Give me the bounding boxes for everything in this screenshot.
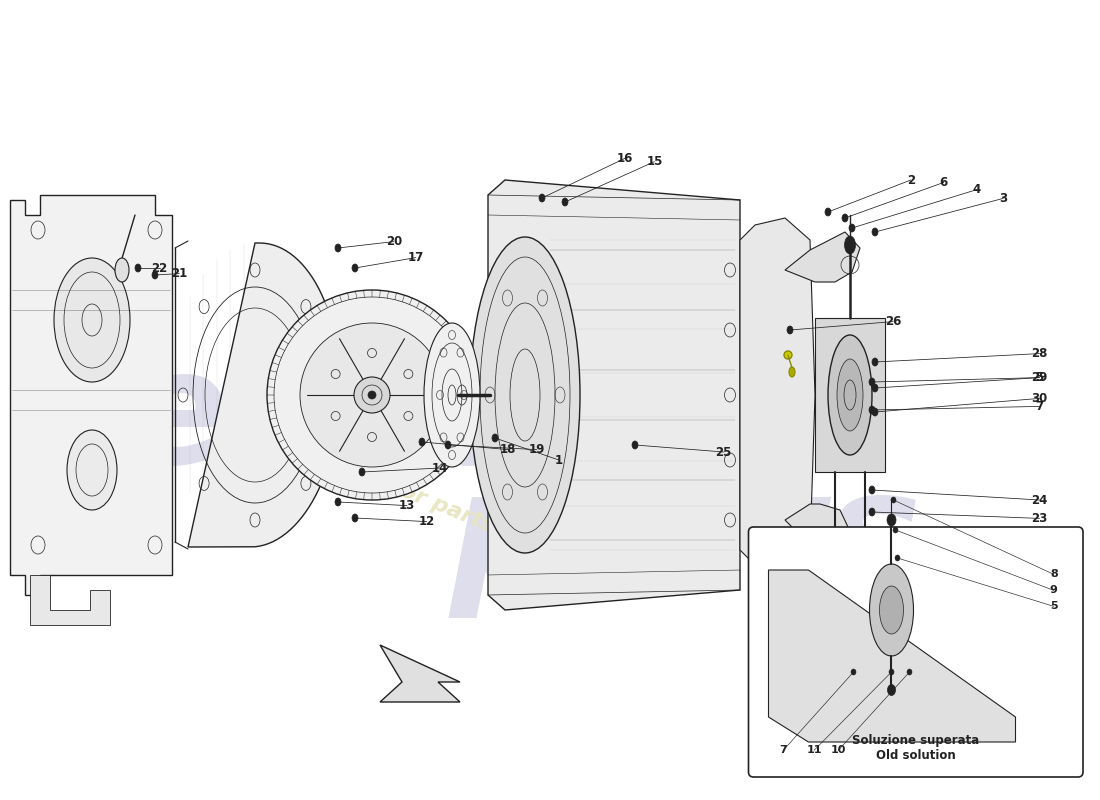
Ellipse shape: [869, 378, 874, 386]
Text: 12: 12: [419, 515, 435, 528]
Text: a passion for parts since 1985: a passion for parts since 1985: [271, 430, 629, 590]
Text: 6: 6: [939, 176, 948, 189]
Text: 1: 1: [554, 454, 563, 466]
Ellipse shape: [872, 228, 878, 236]
Ellipse shape: [135, 264, 141, 272]
Text: 5: 5: [1050, 602, 1057, 611]
Text: 29: 29: [1032, 371, 1047, 384]
Text: 26: 26: [886, 315, 901, 328]
Text: 25: 25: [716, 446, 732, 458]
Text: 4: 4: [972, 183, 981, 196]
Ellipse shape: [368, 391, 376, 399]
Ellipse shape: [632, 441, 638, 449]
Text: 7: 7: [1035, 400, 1044, 413]
Ellipse shape: [67, 430, 117, 510]
Ellipse shape: [492, 434, 498, 442]
Ellipse shape: [908, 669, 912, 675]
Polygon shape: [488, 180, 740, 610]
Text: 21: 21: [172, 267, 187, 280]
Ellipse shape: [419, 438, 425, 446]
Ellipse shape: [869, 508, 874, 516]
Text: 8: 8: [1049, 570, 1058, 579]
Ellipse shape: [789, 367, 795, 377]
Ellipse shape: [849, 224, 855, 232]
Ellipse shape: [851, 669, 856, 675]
Polygon shape: [379, 645, 460, 702]
Text: 16: 16: [617, 152, 632, 165]
Ellipse shape: [859, 530, 871, 546]
Ellipse shape: [424, 323, 480, 467]
Text: 3: 3: [999, 192, 1008, 205]
Ellipse shape: [887, 514, 896, 526]
Ellipse shape: [354, 377, 390, 413]
Text: parts: parts: [450, 462, 923, 618]
Polygon shape: [30, 575, 110, 625]
Ellipse shape: [352, 264, 358, 272]
Ellipse shape: [152, 271, 158, 279]
Polygon shape: [740, 218, 815, 572]
Text: 10: 10: [830, 746, 846, 755]
Text: 14: 14: [432, 462, 448, 474]
Polygon shape: [815, 318, 886, 472]
Ellipse shape: [869, 486, 874, 494]
Text: 13: 13: [399, 499, 415, 512]
Ellipse shape: [336, 244, 341, 252]
Ellipse shape: [825, 208, 830, 216]
Text: 9: 9: [1049, 586, 1058, 595]
Ellipse shape: [845, 236, 856, 254]
Text: 20: 20: [386, 235, 402, 248]
Ellipse shape: [889, 669, 894, 675]
Ellipse shape: [446, 441, 451, 449]
Text: 2: 2: [906, 174, 915, 186]
Ellipse shape: [54, 258, 130, 382]
Ellipse shape: [895, 555, 900, 561]
Polygon shape: [769, 570, 1015, 742]
Text: 11: 11: [806, 746, 822, 755]
Ellipse shape: [470, 237, 580, 553]
Ellipse shape: [562, 198, 568, 206]
Ellipse shape: [352, 514, 358, 522]
Ellipse shape: [869, 564, 913, 656]
Ellipse shape: [784, 351, 792, 359]
Ellipse shape: [880, 586, 903, 634]
Polygon shape: [785, 232, 860, 282]
Text: Soluzione superata
Old solution: Soluzione superata Old solution: [852, 734, 979, 762]
Text: euro: euro: [120, 342, 530, 498]
Ellipse shape: [891, 497, 896, 503]
Polygon shape: [785, 504, 855, 562]
Text: 30: 30: [1032, 392, 1047, 405]
Ellipse shape: [336, 498, 341, 506]
Ellipse shape: [300, 323, 444, 467]
Ellipse shape: [872, 358, 878, 366]
Ellipse shape: [872, 408, 878, 416]
Text: 5: 5: [1035, 371, 1044, 384]
Text: 15: 15: [647, 155, 662, 168]
Text: 23: 23: [1032, 512, 1047, 525]
Ellipse shape: [888, 685, 895, 695]
Text: 18: 18: [500, 443, 516, 456]
Ellipse shape: [786, 326, 793, 334]
FancyBboxPatch shape: [748, 527, 1084, 777]
Text: 17: 17: [408, 251, 424, 264]
Polygon shape: [10, 195, 172, 595]
Ellipse shape: [893, 527, 898, 533]
Text: 28: 28: [1032, 347, 1047, 360]
Text: 7: 7: [779, 746, 788, 755]
Ellipse shape: [116, 258, 129, 282]
Ellipse shape: [869, 406, 874, 414]
Ellipse shape: [829, 530, 842, 546]
Ellipse shape: [872, 384, 878, 392]
Text: 24: 24: [1032, 494, 1047, 506]
Ellipse shape: [837, 359, 864, 431]
Ellipse shape: [267, 290, 477, 500]
Text: 22: 22: [152, 262, 167, 274]
Ellipse shape: [842, 214, 848, 222]
Ellipse shape: [539, 194, 544, 202]
Polygon shape: [188, 243, 340, 547]
Ellipse shape: [828, 335, 872, 455]
Text: 19: 19: [529, 443, 544, 456]
Ellipse shape: [359, 468, 365, 476]
